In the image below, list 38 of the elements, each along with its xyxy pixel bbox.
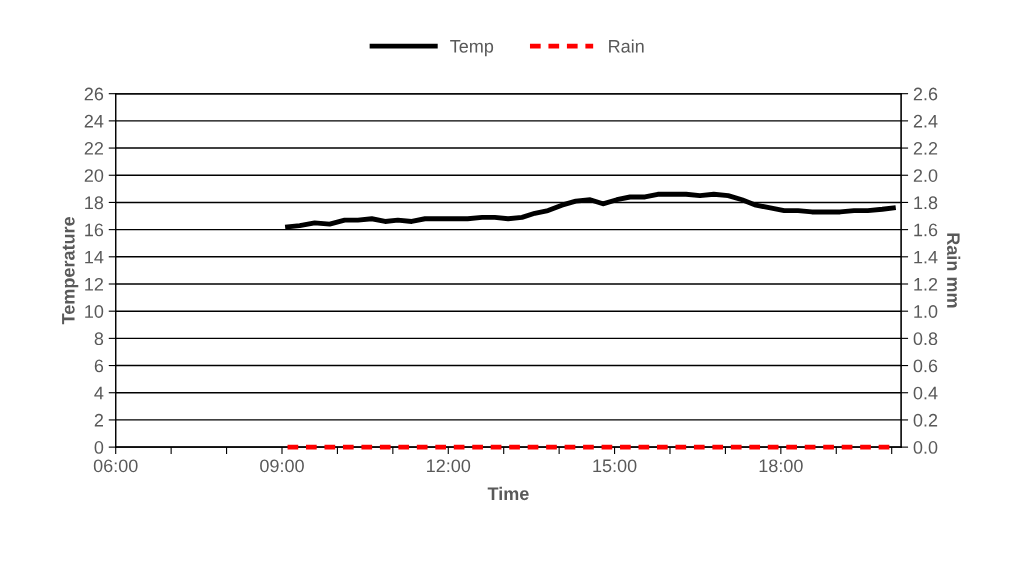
x-tick-label: 18:00 <box>759 459 803 473</box>
y-tick-label: 16 <box>85 223 104 237</box>
y2-tick-label: 0.8 <box>913 332 938 346</box>
y2-tick-label: 1.2 <box>914 277 938 291</box>
y-tick-label: 20 <box>84 169 104 182</box>
y-tick-label: 26 <box>84 87 104 101</box>
y-tick-label: 0 <box>94 441 104 454</box>
y2-tick-label: 1.4 <box>914 250 938 264</box>
y-tick-label: 22 <box>84 142 103 155</box>
x-tick-label: 06:00 <box>93 459 138 473</box>
y2-tick-label: 2.6 <box>913 87 938 101</box>
y-axis-title: Temperature <box>62 216 79 325</box>
y-tick-label: 24 <box>84 114 104 128</box>
y-tick-label: 18 <box>85 196 104 210</box>
y-tick-label: 12 <box>85 277 103 291</box>
y-tick-label: 8 <box>94 332 104 346</box>
y-tick-label: 10 <box>85 305 104 318</box>
y2-tick-label: 0.0 <box>913 441 938 454</box>
x-tick-label: 09:00 <box>260 459 304 473</box>
x-axis-title: Time <box>487 486 529 501</box>
y2-tick-label: 2.0 <box>913 169 938 182</box>
y2-tick-label: 2.2 <box>913 142 938 155</box>
legend-label: Temp <box>450 40 494 57</box>
legend-label: Rain <box>609 39 644 53</box>
y2-tick-label: 1.8 <box>914 196 938 210</box>
y-tick-label: 4 <box>94 386 104 400</box>
y2-tick-label: 0.6 <box>913 359 938 373</box>
y-tick-label: 6 <box>94 359 104 373</box>
y2-tick-label: 0.2 <box>913 413 938 427</box>
x-tick-label: 12:00 <box>427 459 471 473</box>
y2-tick-label: 1.0 <box>914 305 938 318</box>
y2-tick-label: 1.6 <box>914 223 938 237</box>
y-tick-label: 2 <box>94 413 103 427</box>
y2-axis-title: Rain mm <box>946 233 961 308</box>
x-tick-label: 15:00 <box>593 459 637 473</box>
y2-tick-label: 0.4 <box>913 386 938 400</box>
y-tick-label: 14 <box>85 250 104 264</box>
y2-tick-label: 2.4 <box>913 114 938 128</box>
